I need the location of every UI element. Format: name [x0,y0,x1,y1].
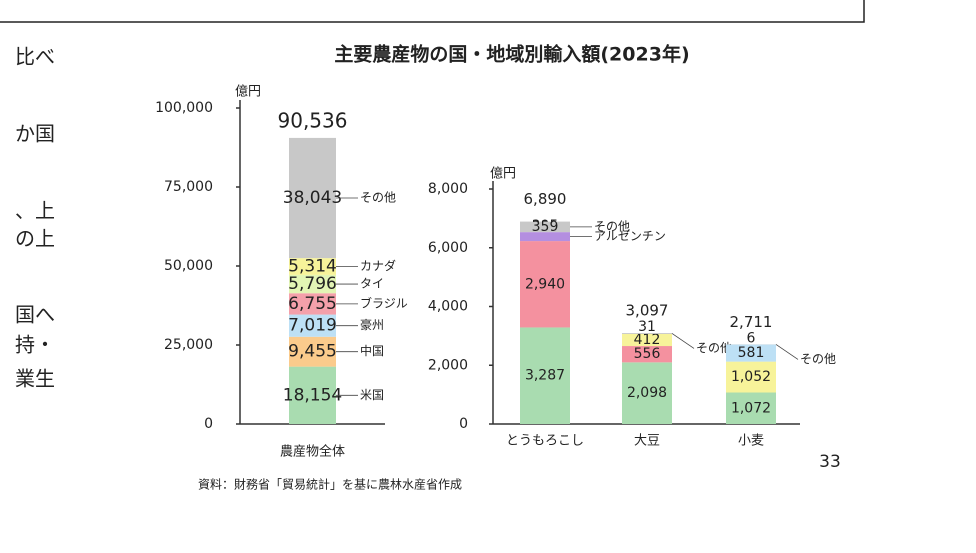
value-label: 9,455 [288,342,337,362]
y-tick-label: 25,000 [164,337,213,353]
header-box [0,0,865,23]
value-label: 1,072 [731,400,771,416]
x-tick-label: とうもろこし [506,434,584,449]
bar-segment [520,232,570,242]
bar-segment [726,361,776,393]
leader-line [775,344,799,360]
total-label: 6,890 [524,190,567,208]
body-text: 比べ [15,45,55,69]
series-label: 豪州 [360,317,384,332]
value-label: 18,154 [283,385,342,405]
value-label: 7,019 [288,316,337,336]
bar-segment [289,258,336,275]
series-label: その他 [696,341,732,355]
bar-segment [622,333,672,347]
y-tick-label: 8,000 [428,181,468,197]
y-tick-label: 4,000 [428,299,468,315]
bar-segment [289,137,336,259]
body-text: 、上 [15,199,55,223]
source: 資料：財務省「貿易統計」を基に農林水産省作成 [198,477,462,492]
series-label: 米国 [360,388,384,402]
bar-segment [289,336,336,367]
series-label: ブラジル [360,295,408,310]
value-label: 6,755 [288,294,337,314]
bar-segment [622,362,672,424]
series-label: その他 [800,352,836,366]
y-tick-label: 75,000 [164,179,213,195]
value-label: 1,052 [731,369,771,385]
value-label: 2,940 [525,276,565,292]
bar-segment [622,333,672,334]
leader-line [671,333,695,349]
series-label: カナダ [360,258,396,273]
y-tick-label: 100,000 [155,100,213,116]
total-label: 90,536 [278,108,348,132]
body-text: 国へ [15,303,55,327]
chart-title: 主要農産物の国・地域別輸入額(2023年) [334,43,689,66]
series-label: タイ [360,277,384,291]
page-number: 33 [819,452,841,472]
y-tick-label: 0 [459,416,468,432]
y-tick-label: 50,000 [164,258,213,274]
value-label: 38,043 [283,188,342,208]
series-label: その他 [594,219,630,233]
bar-segment [289,366,336,424]
value-label: 359 [532,219,559,235]
series-label: 中国 [360,343,384,358]
total-label: 3,097 [626,302,669,320]
bar-segment [520,221,570,233]
bar-segment [520,241,570,328]
body-text: の上 [15,227,55,251]
unit-label: 億円 [235,84,261,100]
body-text: 持・ [15,333,55,357]
bar-segment [289,274,336,294]
series-label: アルゼンチン [594,229,666,243]
bar-segment [622,346,672,363]
value-label: 581 [738,345,765,361]
x-tick-label: 大豆 [634,434,660,449]
y-tick-label: 2,000 [428,357,468,373]
body-text: か国 [15,122,55,146]
value-label: 31 [638,319,656,335]
value-label: 5,796 [288,274,337,294]
bar-segment [289,293,336,315]
value-label: 556 [634,346,661,362]
value-label: 5,314 [288,257,337,277]
total-label: 2,711 [730,313,773,331]
value-label: 3,287 [525,368,565,384]
bar-segment [289,314,336,337]
bar-segment [520,327,570,424]
x-tick-label: 農産物全体 [280,444,345,460]
bar-segment [726,344,776,362]
value-label: 6 [747,330,756,346]
x-tick-label: 小麦 [738,434,764,449]
unit-label: 億円 [490,166,516,182]
value-label: 2,098 [627,385,667,401]
body-text: 業生 [15,367,55,391]
series-label: その他 [360,191,396,205]
value-label: 412 [634,332,661,348]
bar-segment [726,392,776,424]
y-tick-label: 6,000 [428,240,468,256]
y-tick-label: 0 [204,416,213,432]
